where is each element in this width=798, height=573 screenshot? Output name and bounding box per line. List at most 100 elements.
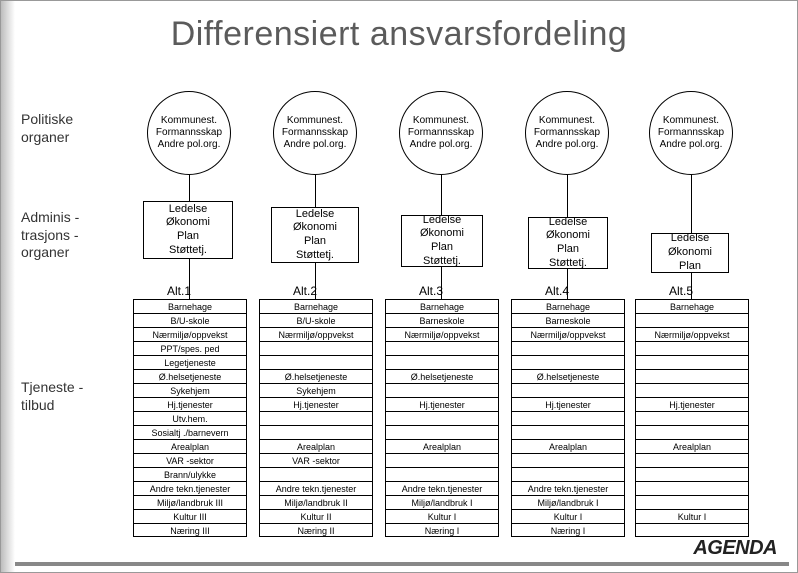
- service-cell: Barnehage: [134, 300, 246, 314]
- service-cell: Andre tekn.tjenester: [386, 482, 498, 496]
- service-cell: Barnehage: [260, 300, 372, 314]
- connector-line: [691, 175, 692, 233]
- service-cell: [512, 468, 624, 482]
- service-cell: [636, 412, 748, 426]
- political-organ-circle: Kommunest.FormannsskapAndre pol.org.: [399, 91, 483, 175]
- service-cell: [260, 412, 372, 426]
- service-cell: Kultur I: [512, 510, 624, 524]
- connector-line: [567, 175, 568, 217]
- service-cell: Miljø/landbruk I: [386, 496, 498, 510]
- admin-organ-box: LedelseØkonomiPlanStøttetj.: [401, 215, 483, 267]
- service-cell: Hj.tjenester: [512, 398, 624, 412]
- connector-line: [189, 175, 190, 201]
- admin-organ-box: LedelseØkonomiPlanStøttetj.: [143, 201, 233, 259]
- service-stack: BarnehageBarneskoleNærmiljø/oppvekstØ.he…: [385, 299, 499, 537]
- service-cell: B/U-skole: [134, 314, 246, 328]
- admin-organ-box: LedelseØkonomiPlan: [651, 233, 729, 273]
- service-cell: [636, 454, 748, 468]
- service-cell: Næring I: [512, 524, 624, 538]
- service-cell: Hj.tjenester: [636, 398, 748, 412]
- service-cell: [636, 496, 748, 510]
- service-cell: Barneskole: [386, 314, 498, 328]
- service-cell: Nærmiljø/oppvekst: [134, 328, 246, 342]
- service-cell: Arealplan: [134, 440, 246, 454]
- service-stack: BarnehageB/U-skoleNærmiljø/oppvekst Ø.hel…: [259, 299, 373, 537]
- service-cell: Arealplan: [386, 440, 498, 454]
- service-cell: Nærmiljø/oppvekst: [260, 328, 372, 342]
- service-cell: [512, 356, 624, 370]
- service-cell: Utv.hem.: [134, 412, 246, 426]
- service-cell: Nærmiljø/oppvekst: [386, 328, 498, 342]
- service-cell: [260, 342, 372, 356]
- service-cell: [636, 384, 748, 398]
- service-cell: Hj.tjenester: [386, 398, 498, 412]
- service-cell: [512, 412, 624, 426]
- service-cell: Miljø/landbruk II: [260, 496, 372, 510]
- service-cell: Næring II: [260, 524, 372, 538]
- service-cell: [636, 314, 748, 328]
- alt-label: Alt.5: [669, 284, 693, 298]
- service-cell: [512, 342, 624, 356]
- service-cell: [386, 426, 498, 440]
- service-cell: Arealplan: [260, 440, 372, 454]
- alt-label: Alt.4: [545, 284, 569, 298]
- service-cell: [636, 524, 748, 538]
- service-cell: [636, 356, 748, 370]
- service-cell: VAR -sektor: [134, 454, 246, 468]
- service-cell: Hj.tjenester: [134, 398, 246, 412]
- service-cell: Ø.helsetjeneste: [260, 370, 372, 384]
- service-cell: Andre tekn.tjenester: [260, 482, 372, 496]
- service-cell: Nærmiljø/oppvekst: [636, 328, 748, 342]
- service-cell: [636, 482, 748, 496]
- service-stack: BarnehageB/U-skoleNærmiljø/oppvekstPPT/s…: [133, 299, 247, 537]
- service-cell: B/U-skole: [260, 314, 372, 328]
- service-cell: Arealplan: [636, 440, 748, 454]
- service-stack: BarnehageBarneskoleNærmiljø/oppvekstØ.he…: [511, 299, 625, 537]
- service-cell: VAR -sektor: [260, 454, 372, 468]
- service-cell: [386, 384, 498, 398]
- service-cell: [512, 426, 624, 440]
- service-cell: Brann/ulykke: [134, 468, 246, 482]
- service-cell: [386, 342, 498, 356]
- service-cell: Miljø/landbruk III: [134, 496, 246, 510]
- service-cell: [636, 342, 748, 356]
- service-cell: Kultur III: [134, 510, 246, 524]
- service-cell: Miljø/landbruk I: [512, 496, 624, 510]
- service-cell: [386, 412, 498, 426]
- service-cell: Kultur II: [260, 510, 372, 524]
- alt-label: Alt.1: [167, 284, 191, 298]
- service-cell: [260, 426, 372, 440]
- service-cell: [260, 356, 372, 370]
- rowlabel-politiske: Politiskeorganer: [21, 111, 73, 146]
- service-cell: [636, 468, 748, 482]
- service-cell: Barneskole: [512, 314, 624, 328]
- service-cell: [512, 384, 624, 398]
- service-cell: [386, 468, 498, 482]
- service-cell: Kultur I: [386, 510, 498, 524]
- page-title: Differensiert ansvarsfordeling: [1, 15, 797, 54]
- rowlabel-tjeneste: Tjeneste -tilbud: [21, 379, 83, 414]
- rowlabel-admin: Adminis -trasjons -organer: [21, 209, 79, 262]
- connector-line: [441, 175, 442, 215]
- political-organ-circle: Kommunest.FormannsskapAndre pol.org.: [273, 91, 357, 175]
- service-cell: Sykehjem: [260, 384, 372, 398]
- service-cell: PPT/spes. ped: [134, 342, 246, 356]
- service-cell: Sykehjem: [134, 384, 246, 398]
- service-cell: Andre tekn.tjenester: [134, 482, 246, 496]
- service-cell: Barnehage: [636, 300, 748, 314]
- service-cell: Nærmiljø/oppvekst: [512, 328, 624, 342]
- service-cell: Næring III: [134, 524, 246, 538]
- service-cell: Sosialtj ./barnevern: [134, 426, 246, 440]
- service-cell: Legetjeneste: [134, 356, 246, 370]
- service-cell: Kultur I: [636, 510, 748, 524]
- political-organ-circle: Kommunest.FormannsskapAndre pol.org.: [649, 91, 733, 175]
- service-cell: [512, 454, 624, 468]
- service-cell: [636, 426, 748, 440]
- political-organ-circle: Kommunest.FormannsskapAndre pol.org.: [525, 91, 609, 175]
- political-organ-circle: Kommunest.FormannsskapAndre pol.org.: [147, 91, 231, 175]
- service-cell: [386, 454, 498, 468]
- service-cell: Næring I: [386, 524, 498, 538]
- brand-agenda: AGENDA: [693, 537, 777, 560]
- alt-label: Alt.3: [419, 284, 443, 298]
- service-cell: Andre tekn.tjenester: [512, 482, 624, 496]
